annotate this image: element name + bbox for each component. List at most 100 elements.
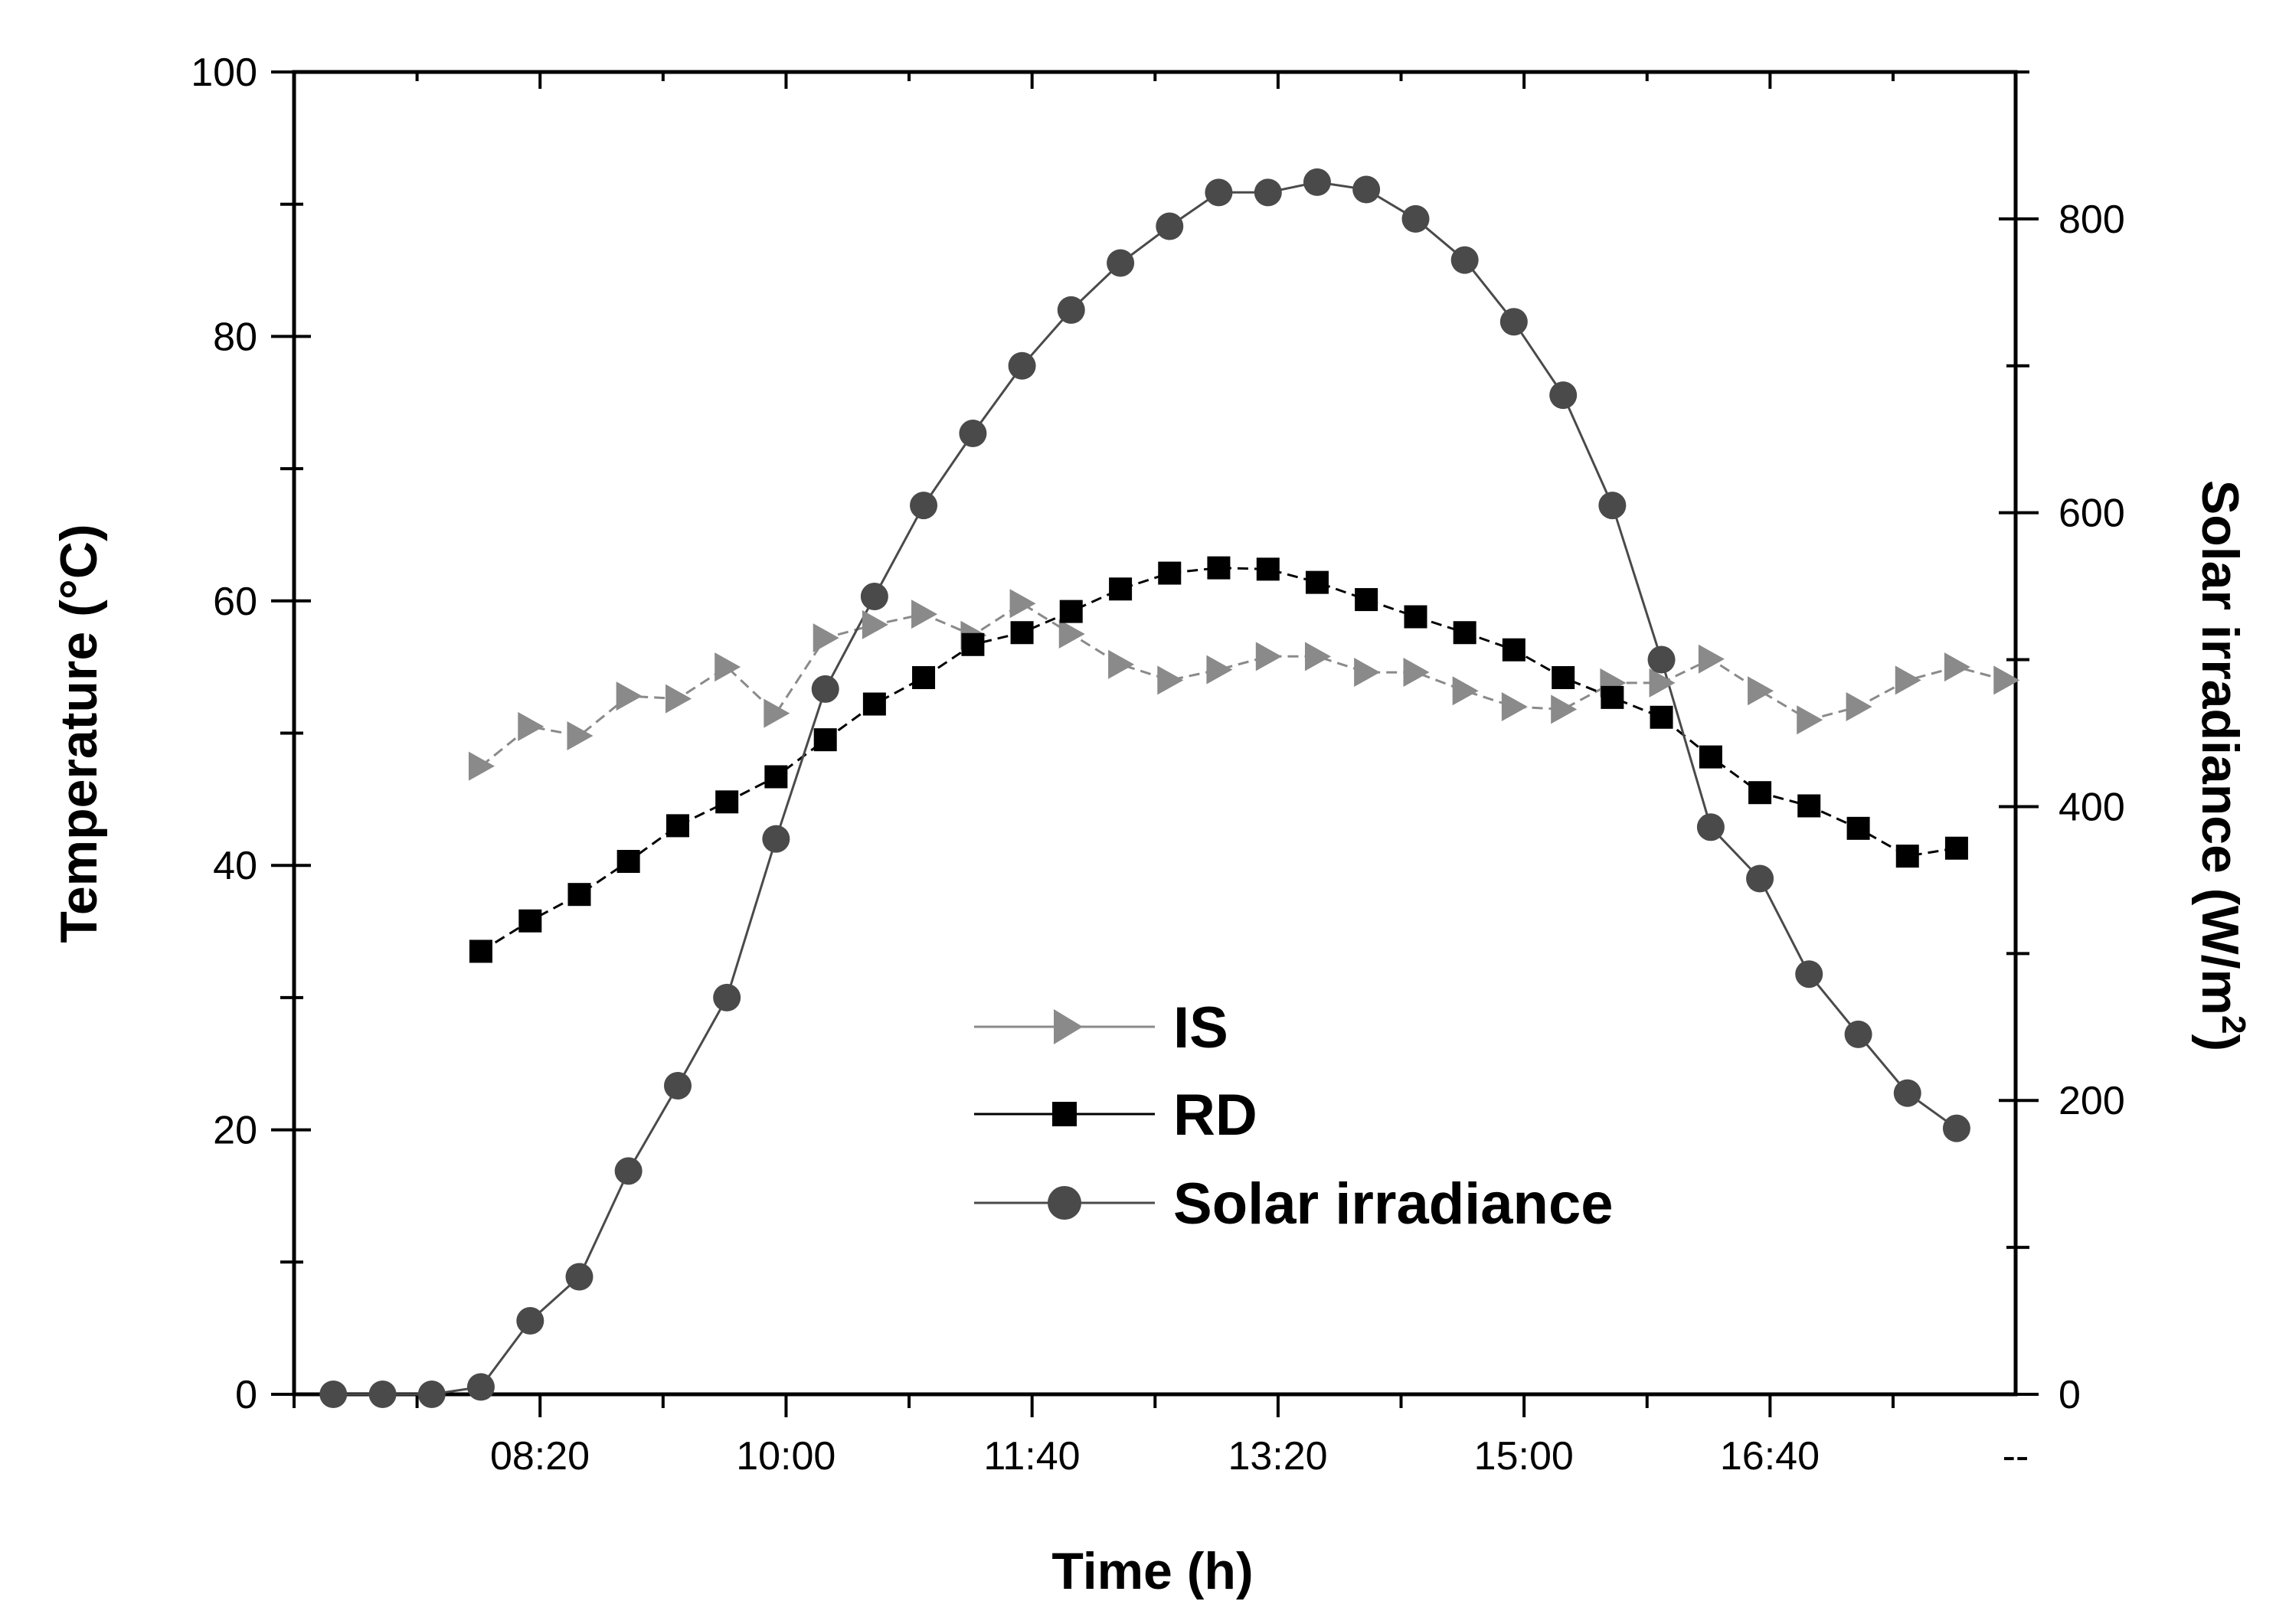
- data-point-solar-irradiance: [1352, 175, 1381, 204]
- data-point-rd: [1699, 745, 1722, 769]
- legend-marker-is: [1054, 1009, 1083, 1044]
- data-point-rd: [1158, 561, 1182, 585]
- data-point-rd: [813, 728, 837, 752]
- x-tick-label: 16:40: [1720, 1434, 1820, 1479]
- data-point-solar-irradiance: [959, 420, 987, 448]
- data-point-is: [862, 609, 888, 639]
- series-markers: [319, 168, 2020, 1408]
- data-point-is: [1157, 665, 1184, 695]
- data-point-rd: [1797, 794, 1821, 818]
- x-tick-label: 10:00: [736, 1434, 836, 1479]
- data-point-is: [1009, 589, 1036, 619]
- legend-label-is: IS: [1173, 995, 1228, 1060]
- data-point-is: [1944, 652, 1970, 682]
- data-point-rd: [1748, 781, 1772, 805]
- data-point-solar-irradiance: [417, 1381, 446, 1408]
- data-point-is: [911, 600, 938, 629]
- data-point-solar-irradiance: [1647, 645, 1676, 674]
- data-point-rd: [715, 790, 739, 814]
- data-point-solar-irradiance: [1303, 168, 1331, 196]
- data-point-solar-irradiance: [565, 1263, 594, 1291]
- data-point-solar-irradiance: [910, 492, 938, 520]
- data-point-is: [1058, 619, 1085, 649]
- x-tick-label: --: [2003, 1434, 2029, 1479]
- data-point-solar-irradiance: [466, 1373, 495, 1401]
- data-point-solar-irradiance: [664, 1072, 692, 1100]
- data-point-is: [1895, 665, 1921, 695]
- data-point-solar-irradiance: [368, 1381, 397, 1408]
- y2-tick-label: 600: [2059, 492, 2125, 536]
- y2-axis-title-main: Solar irradiance (W/m: [2191, 480, 2249, 1015]
- data-point-rd: [961, 632, 985, 656]
- data-point-is: [665, 684, 692, 714]
- data-point-rd: [469, 939, 492, 963]
- y2-axis-title-sup: 2: [2215, 1015, 2252, 1034]
- data-point-is: [1304, 642, 1331, 671]
- legend-item-solar-irradiance: Solar irradiance: [974, 1171, 1614, 1237]
- data-point-solar-irradiance: [1450, 246, 1479, 274]
- data-point-rd: [1453, 621, 1476, 645]
- data-point-rd: [616, 850, 640, 874]
- data-point-solar-irradiance: [860, 583, 888, 611]
- legend: IS RD Solar irradiance: [974, 995, 1614, 1237]
- data-point-solar-irradiance: [1008, 351, 1036, 380]
- legend-item-is: IS: [974, 995, 1228, 1060]
- y-tick-label: 20: [213, 1109, 257, 1153]
- y2-tick-label: 0: [2059, 1373, 2081, 1417]
- data-point-rd: [1895, 845, 1919, 868]
- data-point-solar-irradiance: [1254, 178, 1282, 207]
- data-point-is: [1551, 694, 1578, 724]
- data-point-solar-irradiance: [1107, 249, 1135, 277]
- data-point-is: [1797, 705, 1823, 735]
- data-point-is: [764, 698, 790, 728]
- legend-label-rd: RD: [1173, 1083, 1257, 1148]
- data-point-is: [1354, 658, 1381, 688]
- data-point-is: [1255, 642, 1282, 671]
- data-point-solar-irradiance: [1057, 296, 1085, 324]
- legend-marker-rd: [1052, 1102, 1077, 1126]
- data-point-solar-irradiance: [1156, 212, 1184, 240]
- x-tick-label: 08:20: [490, 1434, 590, 1479]
- data-point-is: [1698, 644, 1725, 674]
- y2-axis-title: Solar irradiance (W/m2): [2191, 480, 2252, 1051]
- data-point-rd: [1355, 588, 1378, 612]
- data-point-is: [1452, 676, 1479, 706]
- data-point-rd: [1256, 557, 1280, 581]
- data-point-is: [1846, 691, 1872, 721]
- y2-axis-title-close: ): [2191, 1034, 2249, 1051]
- legend-label-solar-irradiance: Solar irradiance: [1173, 1171, 1614, 1237]
- y-tick-label: 40: [213, 844, 257, 888]
- data-point-solar-irradiance: [1942, 1114, 1970, 1142]
- data-point-solar-irradiance: [762, 825, 790, 853]
- data-point-rd: [1109, 577, 1133, 601]
- y2-tick-label: 800: [2059, 198, 2125, 242]
- data-point-solar-irradiance: [1598, 492, 1627, 520]
- data-point-rd: [1601, 685, 1624, 709]
- data-point-rd: [1010, 621, 1034, 645]
- legend-item-rd: RD: [974, 1083, 1257, 1148]
- data-point-is: [616, 681, 643, 711]
- data-point-solar-irradiance: [1696, 813, 1725, 841]
- data-point-rd: [1846, 816, 1870, 840]
- data-point-is: [1748, 676, 1774, 706]
- data-point-solar-irradiance: [713, 983, 741, 1011]
- data-point-rd: [1552, 665, 1575, 689]
- data-point-solar-irradiance: [516, 1307, 544, 1335]
- data-point-is: [813, 623, 839, 653]
- data-point-rd: [666, 814, 690, 838]
- data-point-rd: [1207, 556, 1231, 580]
- y2-tick-label: 400: [2059, 785, 2125, 829]
- axis-tick-labels: 0 20 40 60 80 100 0 200 400 600 800 08:20 10:00 11:40…: [191, 51, 2125, 1479]
- data-point-rd: [862, 692, 886, 716]
- data-point-is: [518, 711, 544, 741]
- data-point-solar-irradiance: [1844, 1020, 1872, 1048]
- y-tick-label: 0: [235, 1373, 257, 1417]
- data-point-is: [1649, 668, 1676, 698]
- x-tick-label: 15:00: [1474, 1434, 1574, 1479]
- y-tick-label: 100: [191, 51, 257, 95]
- data-point-is: [1403, 658, 1430, 688]
- data-point-rd: [912, 665, 936, 689]
- data-point-solar-irradiance: [811, 675, 839, 703]
- data-point-rd: [1305, 570, 1329, 594]
- data-point-is: [1993, 665, 2020, 695]
